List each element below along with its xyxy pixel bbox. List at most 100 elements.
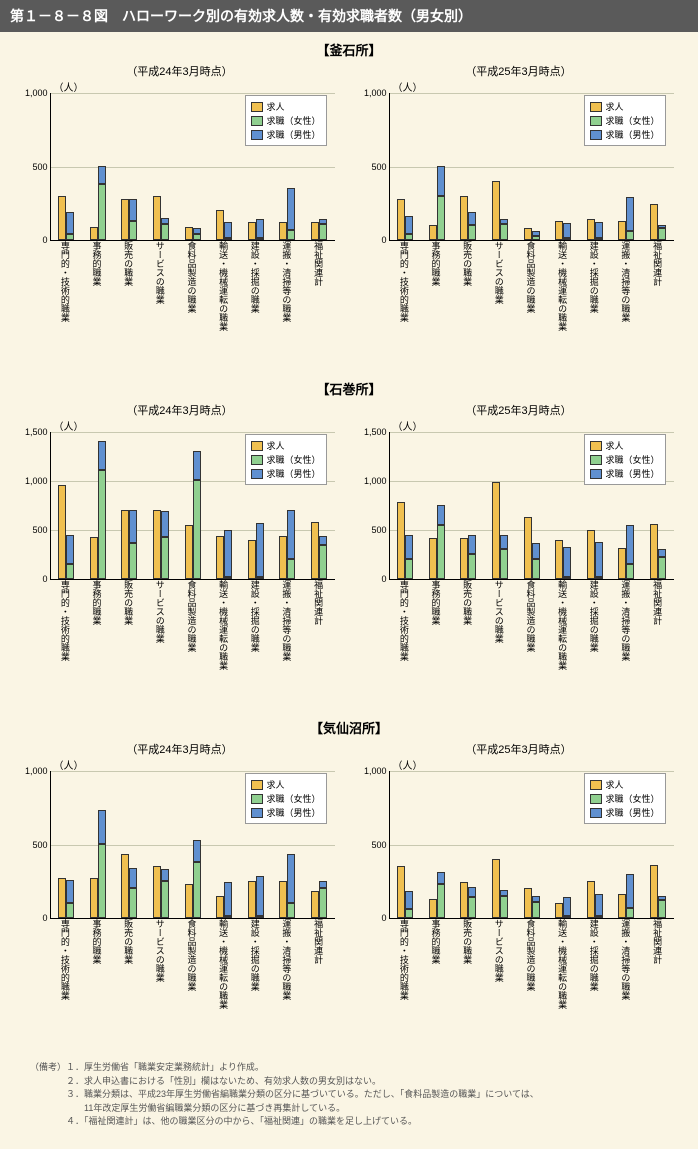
x-axis-label: 販売の職業 [122,580,135,710]
bar-kyujin [460,882,468,918]
x-axis-label: 建設・採掘の職業 [249,919,262,1049]
x-axis-label: サービスの職業 [493,919,506,1049]
bar-male [437,505,445,525]
bar-female [595,916,603,918]
bar-male [256,219,264,238]
chart-subtitle: （平成24年3月時点） [20,402,340,418]
category-bars [145,196,177,240]
bar-female [563,577,571,579]
bar-stack-seekers [224,222,232,240]
y-axis-label: （人） [393,757,423,772]
category-bars [453,882,485,918]
bar-kyujin [185,884,193,918]
bar-stack-seekers [256,219,264,240]
bar-kyujin [650,524,658,579]
category-bars [82,166,114,240]
bar-female [626,908,634,918]
bar-kyujin [650,865,658,918]
x-axis-label: 福祉関連計 [651,919,664,1049]
x-axis-label: 専門的・技術的職業 [59,241,72,371]
bar-kyujin [429,899,437,918]
category-bars [208,530,240,579]
bar-female [468,225,476,240]
bar-female [437,884,445,918]
category-bars [390,502,422,579]
bar-male [468,887,476,897]
bar-kyujin [90,878,98,918]
bar-female [595,238,603,240]
x-axis-label: 販売の職業 [122,241,135,371]
bar-stack-seekers [500,535,508,579]
bar-stack-seekers [66,212,74,240]
bar-stack-seekers [319,881,327,918]
category-bars [145,510,177,579]
x-axis-label: 輸送・機械運転の職業 [217,580,230,710]
bar-kyujin [185,525,193,579]
x-axis-label: 建設・採掘の職業 [588,580,601,710]
x-axis-label: 食料品製造の職業 [185,580,198,710]
x-axis-label: 販売の職業 [461,580,474,710]
bar-female [129,543,137,579]
bar-female [437,196,445,240]
x-axis-label: 事務的職業 [429,241,442,371]
x-axis-label: 専門的・技術的職業 [398,580,411,710]
bar-female [161,537,169,579]
category-bars [82,810,114,918]
y-axis-label: （人） [54,79,84,94]
bar-female [224,916,232,918]
bar-kyujin [587,530,595,579]
bar-male [256,876,264,916]
x-axis-label: 建設・採掘の職業 [249,241,262,371]
bar-male [66,535,74,565]
bar-female [161,881,169,918]
bar-stack-seekers [626,525,634,579]
chart: （平成24年3月時点） （人） 求人 求職（女性） 求職（男性） 05001,0… [20,400,340,710]
x-axis-label: 福祉関連計 [312,919,325,1049]
category-bars [610,874,642,918]
bar-female [500,224,508,240]
chart: （平成25年3月時点） （人） 求人 求職（女性） 求職（男性） 05001,0… [359,739,679,1049]
bar-kyujin [618,221,626,240]
bar-female [224,238,232,240]
x-axis-label: 事務的職業 [90,580,103,710]
bar-stack-seekers [532,896,540,918]
bar-stack-seekers [193,228,201,240]
section-title: 【釜石所】 [0,40,698,59]
bar-female [319,224,327,240]
x-axis-label: 事務的職業 [90,241,103,371]
bar-male [287,510,295,559]
bar-kyujin [587,219,595,240]
bar-kyujin [121,510,129,579]
bar-kyujin [555,221,563,240]
bar-male [98,441,106,471]
bar-male [437,872,445,884]
bar-kyujin [121,854,129,918]
bar-kyujin [524,228,532,240]
bar-stack-seekers [287,510,295,579]
bar-male [626,525,634,564]
bar-stack-seekers [532,231,540,240]
x-axis-label: 専門的・技術的職業 [59,580,72,710]
category-bars [240,876,272,918]
chart-subtitle: （平成24年3月時点） [20,741,340,757]
bar-male [319,536,327,546]
bar-male [468,535,476,555]
x-axis-label: 輸送・機械運転の職業 [556,919,569,1049]
bar-stack-seekers [626,874,634,918]
bar-male [66,212,74,234]
bar-kyujin [58,878,66,918]
notes: （備考）１．厚生労働省「職業安定業務統計」より作成。 ２．求人申込書における「性… [0,1049,698,1149]
bar-male [161,869,169,881]
category-bars [516,228,548,240]
bar-stack-seekers [193,451,201,579]
bar-female [98,470,106,579]
section-title: 【気仙沼所】 [0,718,698,737]
x-axis-label: 福祉関連計 [312,580,325,710]
bar-male [626,874,634,908]
category-bars [303,881,335,918]
x-axis-label: 運搬・清掃等の職業 [280,241,293,371]
category-bars [51,878,83,918]
category-bars [271,854,303,918]
category-bars [240,523,272,579]
bar-kyujin [216,210,224,240]
